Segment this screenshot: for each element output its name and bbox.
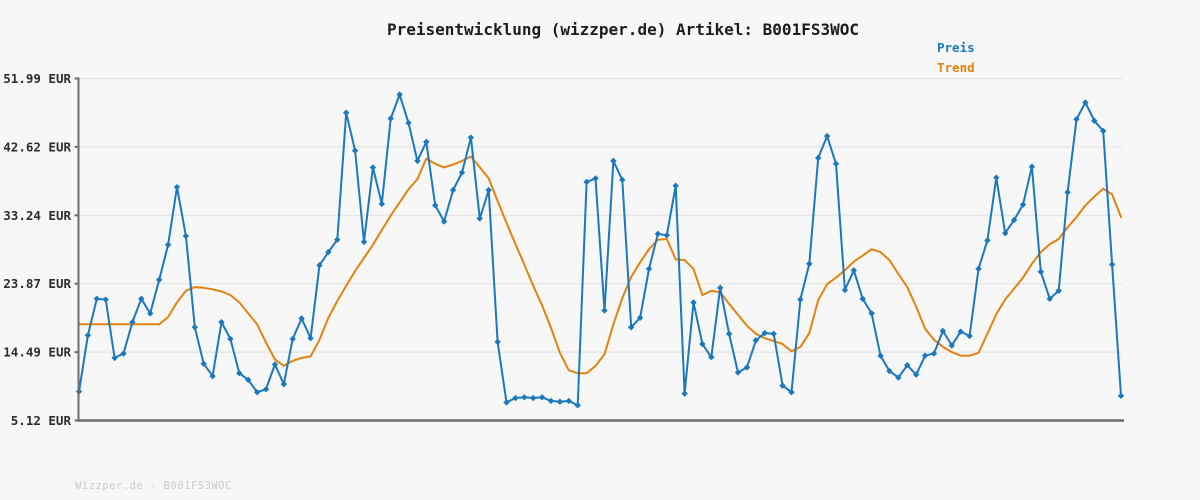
y-tick-label: 33.24 EUR	[3, 208, 71, 223]
legend-item-trend: Trend	[937, 60, 975, 75]
y-tick-label: 5.12 EUR	[11, 413, 72, 428]
legend-item-preis: Preis	[937, 40, 975, 55]
y-tick-label: 14.49 EUR	[3, 345, 71, 360]
chart-title: Preisentwicklung (wizzper.de) Artikel: B…	[386, 20, 859, 39]
chart-legend: Preis Trend	[937, 38, 975, 78]
watermark: Wizzper.de - B001FS3WOC	[75, 480, 232, 492]
y-tick-label: 51.99 EUR	[3, 71, 71, 86]
y-tick-label: 23.87 EUR	[3, 276, 71, 291]
series-line-preis	[78, 93, 1122, 407]
y-tick-label: 42.62 EUR	[3, 139, 71, 154]
series-line-trend	[78, 155, 1122, 375]
